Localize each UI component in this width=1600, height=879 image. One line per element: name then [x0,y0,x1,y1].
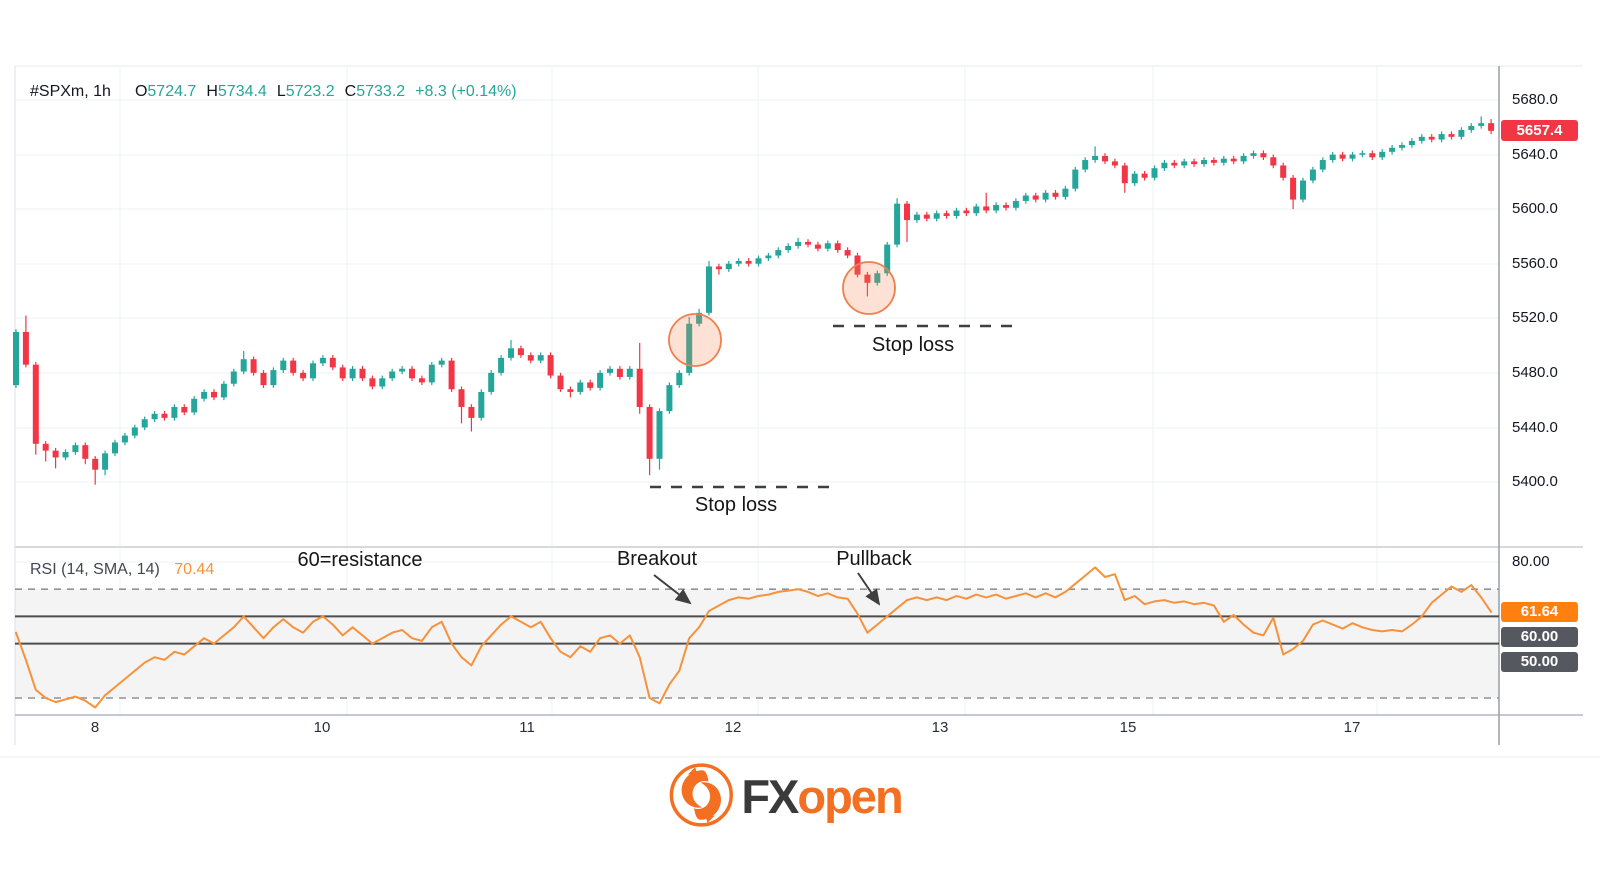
price-tick-label: 5440.0 [1512,419,1558,436]
candles-group [13,116,1495,485]
time-tick-label: 12 [724,719,742,736]
pane-borders [0,65,1600,758]
price-tick-label: 5400.0 [1512,473,1558,490]
price-tick-label: 5680.0 [1512,91,1558,108]
high-label: H [206,83,218,100]
annotation-60-resistance: 60=resistance [297,549,423,571]
time-tick-label: 13 [931,719,949,736]
close-label: C [344,83,357,100]
annotation-stop-loss-2: Stop loss [871,334,955,356]
last-price-badge: 5657.4 [1501,120,1578,141]
annotation-pullback: Pullback [836,548,912,570]
rsi-name: RSI [30,561,57,578]
rsi-tick-label: 80.00 [1512,553,1550,570]
price-tick-label: 5560.0 [1512,255,1558,272]
rsi-level-60-badge: 60.00 [1501,627,1578,647]
open-label: O [134,83,148,100]
rsi-indicator-legend[interactable]: RSI (14, SMA, 14) 70.44 [30,561,214,579]
wordmark-open: open [797,770,903,823]
brand-footer: FXopen [668,762,904,833]
price-tick-label: 5480.0 [1512,364,1558,381]
open-value: 5724.7 [147,83,197,100]
rsi-params: (14, SMA, 14) [61,561,160,578]
rsi-value-badge: 61.64 [1501,602,1578,622]
symbol-title[interactable]: #SPXm, 1h [30,83,111,100]
price-tick-label: 5640.0 [1512,146,1558,163]
close-value: 5733.2 [356,83,406,100]
wordmark-fx: FX [741,770,799,823]
time-tick-label: 15 [1119,719,1137,736]
rsi-value: 70.44 [174,561,215,578]
fxopen-wordmark: FXopen [741,764,903,830]
price-tick-label: 5520.0 [1512,309,1558,326]
change-value: +8.3 (+0.14%) [415,83,517,100]
annotation-breakout: Breakout [616,548,698,570]
price-tick-label: 5600.0 [1512,200,1558,217]
rsi-line [15,566,1493,709]
time-tick-label: 10 [313,719,331,736]
rsi-level-50-badge: 50.00 [1501,652,1578,672]
time-tick-label: 17 [1343,719,1361,736]
fxopen-logo-icon [668,762,734,833]
rsi-level-lines [15,588,1499,699]
low-label: L [276,83,286,100]
annotation-stop-loss-1: Stop loss [694,494,778,516]
high-value: 5734.4 [217,83,267,100]
ticker-legend[interactable]: #SPXm, 1h O5724.7 H5734.4 L5723.2 C5733.2 +8.… [30,83,517,101]
time-tick-label: 8 [90,719,100,736]
low-value: 5723.2 [285,83,335,100]
time-tick-label: 11 [519,719,535,736]
annotation-shapes [650,261,1020,606]
